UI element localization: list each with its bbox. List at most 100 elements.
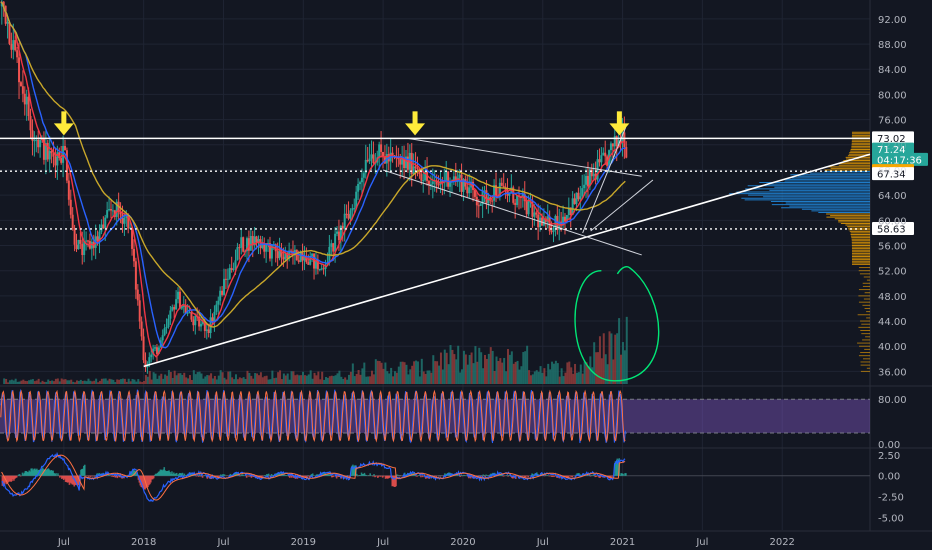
macd-histogram-bar xyxy=(468,475,470,479)
candle-body xyxy=(609,143,612,151)
macd-histogram-bar xyxy=(141,475,144,488)
candle-body xyxy=(525,201,528,215)
volume-bar xyxy=(558,376,561,384)
candle-body xyxy=(228,267,231,279)
macd-histogram-bar xyxy=(323,473,326,476)
candle-body xyxy=(286,252,289,259)
candle-body xyxy=(552,227,555,232)
macd-histogram-bar xyxy=(392,475,394,487)
macd-histogram-bar xyxy=(111,475,114,477)
macd-histogram-bar xyxy=(556,475,558,478)
stochastic-pane xyxy=(0,388,870,444)
candle-body xyxy=(491,200,494,202)
volume-bar xyxy=(104,378,107,384)
price-badge: 58.63 xyxy=(872,221,914,235)
macd-histogram-bar xyxy=(146,475,148,487)
volume-bar xyxy=(43,381,46,384)
macd-histogram-bar xyxy=(3,475,6,486)
volume-bar xyxy=(183,372,186,384)
macd-histogram-bar xyxy=(597,475,599,477)
volume-bar xyxy=(462,350,465,384)
candle-body xyxy=(224,278,227,280)
macd-histogram-bar xyxy=(394,475,396,487)
macd-histogram-bar xyxy=(598,475,600,478)
macd-histogram-bar xyxy=(183,473,186,476)
volume-bar xyxy=(227,371,230,384)
volume-bar xyxy=(263,376,266,384)
volume-bar xyxy=(556,363,559,384)
macd-histogram-bar xyxy=(193,474,195,476)
macd-histogram-bar xyxy=(69,475,72,483)
macd-histogram-bar xyxy=(113,475,116,477)
price-badge-bg xyxy=(872,142,914,156)
candle-body xyxy=(213,311,216,323)
candle-body xyxy=(108,209,111,211)
macd-histogram-bar xyxy=(247,475,250,477)
volume-bar xyxy=(365,376,368,384)
volume-bar xyxy=(614,334,617,384)
macd-histogram-bar xyxy=(602,475,604,478)
macd-histogram-bar xyxy=(378,475,380,477)
volume-bar xyxy=(537,371,540,384)
macd-histogram-bar xyxy=(114,475,117,478)
volume-bar xyxy=(503,357,506,384)
volume-bar xyxy=(411,365,414,384)
macd-histogram-bar xyxy=(259,475,261,477)
candle-body xyxy=(65,150,68,181)
macd-histogram-bar xyxy=(386,475,389,479)
arrow-head xyxy=(53,123,74,136)
macd-histogram-bar xyxy=(480,475,483,476)
macd-histogram-bar xyxy=(144,475,146,490)
volume-bar xyxy=(426,370,429,384)
candle-body xyxy=(198,316,201,327)
macd-histogram-bar xyxy=(66,475,69,483)
grid-lines xyxy=(0,0,932,532)
volume-bar xyxy=(114,382,117,384)
volume-bar xyxy=(309,370,312,384)
price-tick-label: 76.00 xyxy=(878,116,907,127)
macd-histogram-bar xyxy=(174,473,177,476)
volume-bar xyxy=(93,380,96,384)
macd-histogram-bar xyxy=(35,469,37,476)
candle-body xyxy=(558,221,561,230)
volume-bar xyxy=(529,375,532,384)
volume-bar xyxy=(478,347,481,384)
candle-body xyxy=(623,132,626,147)
volume-bar xyxy=(196,372,199,384)
candle-body xyxy=(583,184,586,189)
volume-bar xyxy=(30,379,33,384)
candle-body xyxy=(284,252,287,260)
volume-bar xyxy=(91,381,94,384)
macd-histogram-bar xyxy=(282,474,284,476)
macd-histogram-bar xyxy=(130,472,133,476)
candle-body xyxy=(370,154,373,159)
volume-bar xyxy=(449,345,452,384)
candle-body xyxy=(399,159,402,165)
volume-bar xyxy=(416,361,419,384)
candle-body xyxy=(19,82,22,87)
candle-body xyxy=(531,201,534,217)
candle-body xyxy=(52,153,55,157)
volume-bar xyxy=(102,378,105,384)
candle-body xyxy=(562,216,565,226)
volume-bar xyxy=(60,378,63,384)
price-tick-label: 60.00 xyxy=(878,216,907,227)
macd-histogram-bar xyxy=(550,475,553,477)
macd-histogram-bar xyxy=(592,474,595,476)
macd-histogram-bar xyxy=(45,469,48,476)
macd-histogram-bar xyxy=(166,470,168,476)
macd-histogram-bar xyxy=(81,468,83,476)
macd-histogram-bar xyxy=(303,475,305,477)
volume-bar xyxy=(129,381,132,384)
volume-bar xyxy=(472,363,475,384)
candle-body xyxy=(305,256,308,263)
macd-histogram-bar xyxy=(356,475,359,477)
price-tick-label: 48.00 xyxy=(878,292,907,303)
candle-body xyxy=(115,201,118,217)
candle-body xyxy=(357,184,360,192)
candle-body xyxy=(481,190,484,205)
macd-histogram-bar xyxy=(614,461,617,476)
macd-histogram-bar xyxy=(336,475,339,477)
volume-bar xyxy=(359,374,362,384)
